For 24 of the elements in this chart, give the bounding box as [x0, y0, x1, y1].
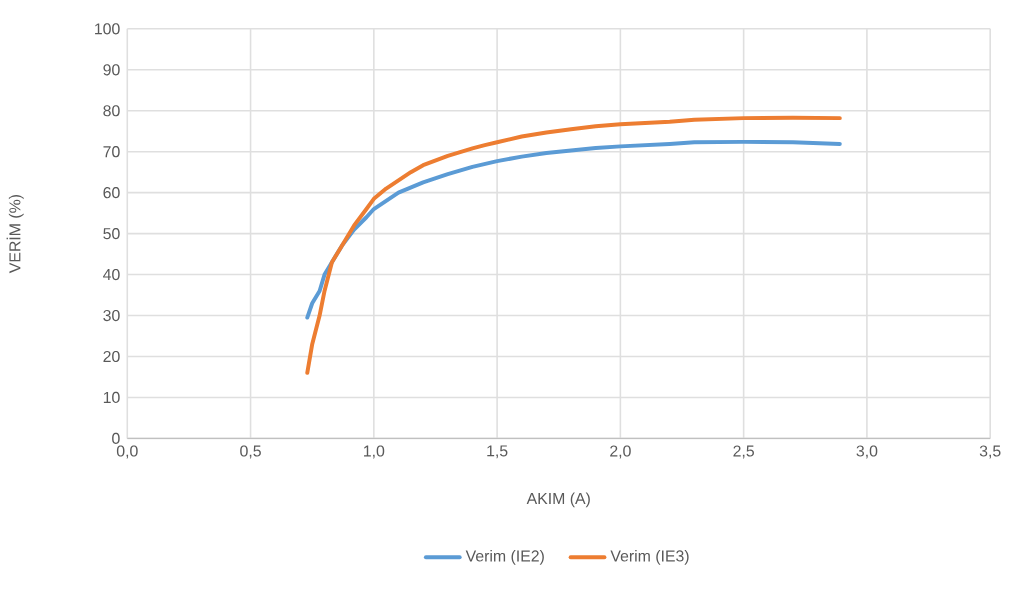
y-tick-label: 40: [103, 268, 120, 280]
x-tick-label: 1,5: [487, 445, 508, 459]
x-tick-label: 2,5: [733, 445, 754, 459]
x-axis-title: AKIM (A): [526, 492, 590, 507]
y-tick-label: 80: [103, 104, 120, 117]
x-tick-label: 0,5: [240, 445, 261, 459]
y-tick-label: 0: [112, 432, 120, 444]
legend-label: Verim (IE3): [610, 549, 689, 565]
line-series: [305, 139, 842, 320]
y-tick-label: 60: [103, 186, 120, 199]
y-axis-title: VERİM (%): [6, 194, 24, 273]
x-tick-label: 3,5: [979, 445, 1001, 459]
y-tick-label: 30: [103, 309, 120, 321]
y-tick-label: 20: [103, 350, 120, 362]
legend-label: Verim (IE2): [465, 549, 544, 565]
y-tick-label: 90: [103, 63, 120, 76]
y-tick-label: 100: [95, 22, 120, 35]
x-tick-label: 2,0: [610, 445, 631, 459]
y-tick-label: 50: [103, 227, 120, 239]
x-tick-label: 3,0: [856, 445, 878, 459]
x-tick-label: 1,0: [364, 445, 385, 459]
y-tick-label: 10: [103, 391, 120, 403]
y-tick-label: 70: [103, 145, 120, 158]
x-tick-label: 0,0: [116, 445, 138, 459]
